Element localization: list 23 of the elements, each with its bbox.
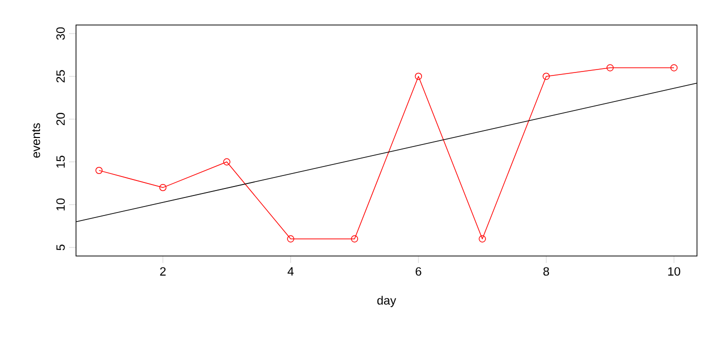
point [95, 166, 103, 174]
point [670, 64, 678, 72]
x-tick-label: 6 [416, 267, 422, 276]
point [542, 72, 550, 80]
y-tick-label: 20 [56, 112, 65, 126]
point [223, 158, 230, 166]
y-tick-label: 5 [56, 244, 65, 250]
x-tick-label: 4 [288, 267, 294, 276]
y-tick-label: 30 [56, 27, 65, 40]
point [350, 235, 358, 242]
point [478, 235, 486, 242]
point [606, 64, 614, 72]
point [287, 235, 294, 242]
y-axis-title: events [32, 123, 40, 158]
y-tick-label: 25 [56, 70, 65, 82]
point [414, 72, 422, 80]
x-axis-title: day [377, 296, 396, 308]
x-tick-label: 10 [668, 267, 680, 276]
y-tick-label: 10 [56, 198, 65, 210]
y-tick-label: 15 [56, 156, 65, 168]
point [159, 184, 166, 192]
x-tick-label: 8 [543, 267, 550, 276]
x-tick-label: 2 [160, 267, 166, 276]
